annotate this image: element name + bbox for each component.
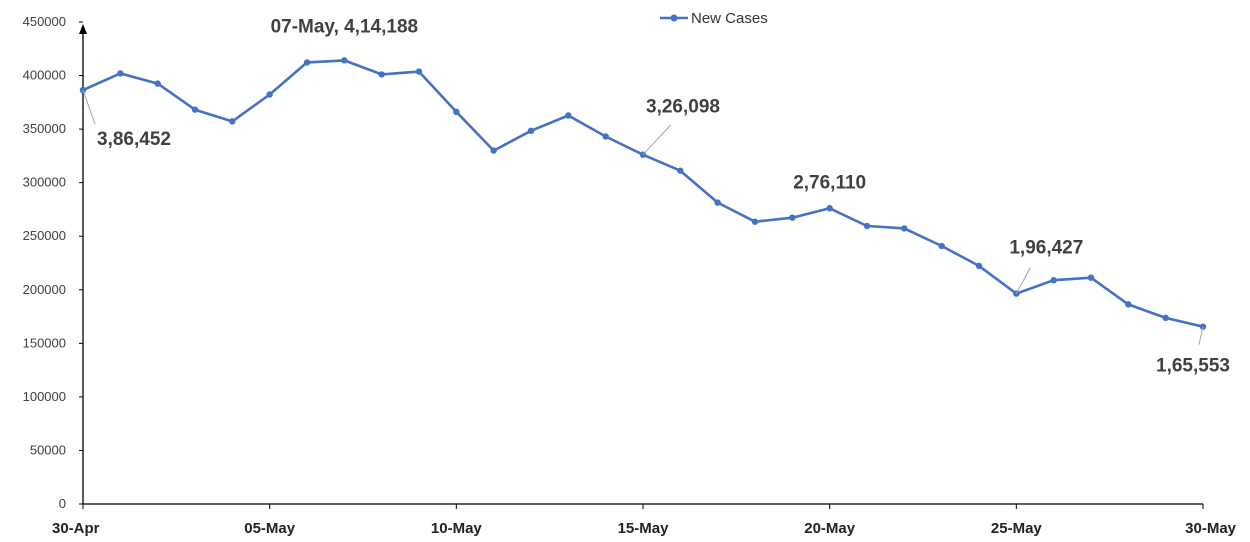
- data-label: 1,96,427: [1009, 238, 1083, 259]
- data-point: [1162, 314, 1169, 322]
- data-point: [229, 118, 236, 125]
- y-tick-label: 350000: [23, 121, 66, 136]
- legend: New Cases: [660, 10, 768, 27]
- data-point: [1050, 277, 1057, 284]
- data-point: [677, 167, 684, 174]
- data-point: [901, 225, 908, 232]
- x-tick-label: 25-May: [991, 520, 1043, 537]
- axes: [79, 24, 1203, 505]
- x-tick-label: 05-May: [244, 520, 296, 537]
- data-point: [751, 218, 759, 225]
- data-label: 1,65,553: [1156, 356, 1230, 377]
- data-point: [490, 147, 497, 154]
- data-point: [602, 133, 609, 140]
- data-point: [191, 106, 199, 113]
- data-point: [453, 108, 460, 116]
- x-tick-labels: 30-Apr 05-May 10-May 15-May 20-May 25-May 30-M…: [52, 504, 1237, 537]
- series-new-cases: [79, 57, 1207, 330]
- data-annotations: 3,86,452 07-May, 4,14,188 3,26,098 2,76,110…: [82, 16, 1230, 377]
- data-point: [266, 91, 273, 98]
- annotation-leader-line: [1015, 267, 1031, 294]
- annotation-leader-line: [642, 124, 672, 156]
- data-label: 3,86,452: [97, 129, 171, 150]
- y-tick-label: 50000: [30, 442, 66, 457]
- y-tick-label: 150000: [23, 335, 66, 350]
- data-point: [341, 57, 348, 64]
- data-label: 2,76,110: [793, 172, 866, 193]
- data-point: [975, 262, 983, 270]
- data-point: [1199, 323, 1207, 330]
- data-point: [154, 80, 161, 87]
- data-label: 07-May, 4,14,188: [271, 16, 419, 37]
- x-tick-label: 15-May: [618, 520, 670, 537]
- data-point: [565, 112, 572, 119]
- data-label: 3,26,098: [646, 97, 720, 118]
- data-point: [863, 222, 871, 230]
- legend-marker-icon: [670, 14, 678, 22]
- y-tick-labels: 0 50000 100000 150000 200000 250000 300000 3500…: [23, 14, 83, 511]
- y-tick-label: 300000: [23, 175, 66, 190]
- data-point: [938, 242, 945, 250]
- x-tick-label: 30-Apr: [52, 520, 100, 537]
- x-tick-label: 30-May: [1185, 520, 1237, 537]
- data-point: [1125, 301, 1132, 308]
- data-point: [826, 205, 833, 212]
- annotation-leader-line: [1198, 326, 1204, 345]
- x-tick-label: 10-May: [431, 520, 483, 537]
- y-tick-label: 0: [59, 496, 66, 511]
- data-point: [789, 214, 796, 221]
- data-point: [714, 199, 721, 206]
- data-point: [378, 71, 385, 78]
- series-line-new-cases: [82, 59, 1204, 328]
- y-tick-label: 400000: [23, 68, 66, 83]
- legend-label-new-cases: New Cases: [691, 10, 768, 27]
- y-tick-label: 450000: [23, 14, 66, 29]
- y-axis-arrow-icon: [79, 24, 87, 34]
- y-tick-label: 200000: [23, 282, 66, 297]
- x-tick-label: 20-May: [804, 520, 856, 537]
- data-point: [1087, 274, 1095, 281]
- annotation-leader-line: [82, 89, 96, 125]
- data-point: [527, 127, 535, 135]
- y-tick-label: 100000: [23, 389, 66, 404]
- y-tick-label: 250000: [23, 228, 66, 243]
- data-point: [303, 59, 311, 66]
- data-point: [415, 68, 423, 75]
- data-point: [117, 70, 124, 77]
